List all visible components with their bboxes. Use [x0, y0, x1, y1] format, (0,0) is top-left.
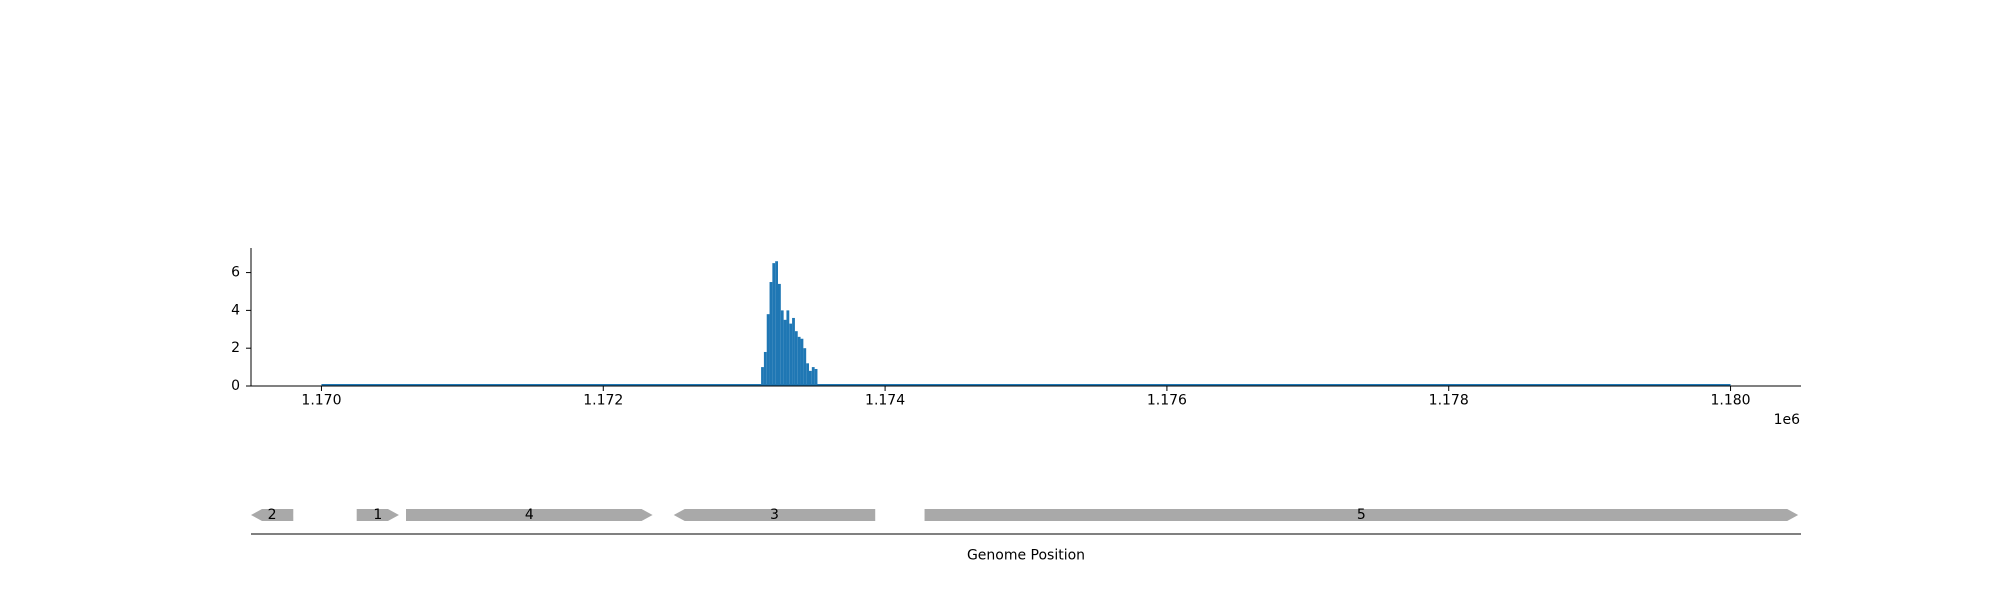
gene-label: 5: [1357, 507, 1366, 523]
coverage-bar: [806, 363, 809, 386]
coverage-bar: [766, 314, 770, 386]
x-offset-label: 1e6: [1774, 412, 1801, 428]
coverage-bar: [814, 368, 818, 386]
coverage-bar: [769, 282, 773, 386]
coverage-bars: [761, 261, 818, 386]
gene-label: 3: [770, 507, 779, 523]
coverage-panel: 0 2 4 6 1.170 1.172 1.174 1.176 1.178 1.180 1e6: [231, 248, 1801, 428]
gene-arrow: [356, 509, 399, 521]
gene-label: 4: [525, 507, 534, 523]
coverage-bar: [797, 336, 801, 386]
x-tick-label: 1.174: [865, 393, 905, 409]
gene-track-xlabel: Genome Position: [967, 548, 1085, 564]
coverage-bar: [772, 263, 776, 386]
coverage-bar: [763, 351, 767, 386]
gene-arrow: [251, 509, 294, 521]
gene-arrow: [924, 509, 1799, 521]
gene-arrows: 2 1 4 3 5: [251, 507, 1799, 523]
coverage-bar: [775, 261, 778, 386]
x-tick-label: 1.178: [1429, 393, 1469, 409]
gene-arrow: [406, 509, 653, 521]
gene-label: 2: [268, 507, 277, 523]
coverage-bar: [789, 323, 793, 386]
coverage-bar: [786, 310, 790, 386]
coverage-bar: [761, 367, 764, 386]
coverage-bar: [809, 370, 812, 386]
x-tick-label: 1.170: [301, 393, 341, 409]
y-tick-label: 2: [231, 340, 240, 356]
y-tick-label: 4: [231, 302, 240, 318]
coverage-bar: [783, 319, 787, 386]
x-ticks: 1.170 1.172 1.174 1.176 1.178 1.180: [301, 386, 1751, 409]
gene-track-panel: 2 1 4 3 5 Genome Position: [251, 507, 1801, 564]
coverage-bar: [778, 283, 781, 386]
coverage-bar: [792, 317, 795, 386]
x-tick-label: 1.176: [1147, 393, 1187, 409]
gene-arrow: [673, 509, 876, 521]
y-ticks: 0 2 4 6: [231, 265, 251, 394]
coverage-bar: [811, 367, 815, 386]
coverage-bar: [800, 338, 804, 386]
y-tick-label: 6: [231, 265, 240, 281]
y-tick-label: 0: [231, 378, 240, 394]
x-tick-label: 1.172: [583, 393, 623, 409]
coverage-bar: [803, 348, 807, 386]
coverage-bar: [794, 331, 798, 386]
coverage-bar: [780, 310, 784, 386]
x-tick-label: 1.180: [1710, 393, 1750, 409]
gene-label: 1: [373, 507, 382, 523]
